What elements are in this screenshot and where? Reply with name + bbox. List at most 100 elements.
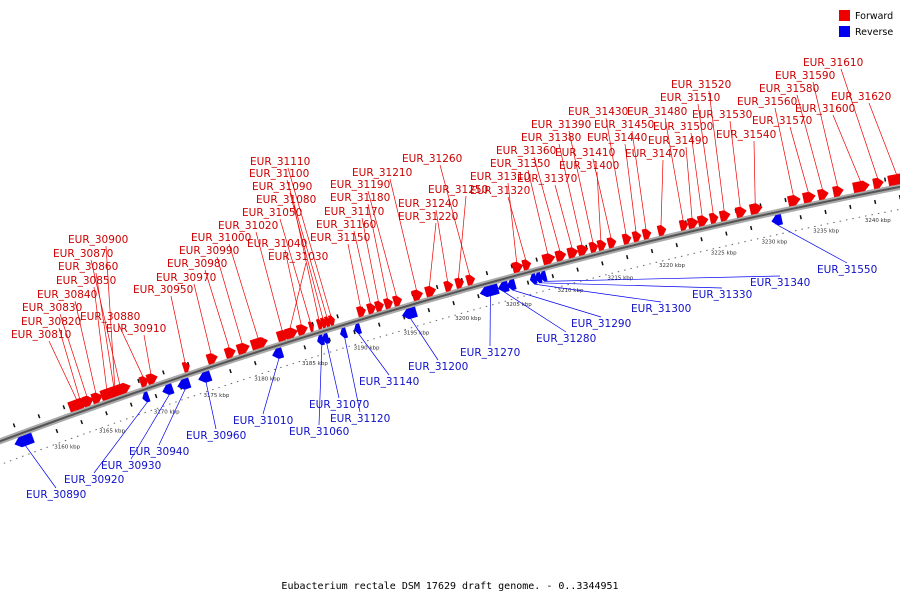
scale-tick-label: 3220 kbp	[659, 263, 685, 269]
backbone-tick	[799, 215, 802, 220]
reverse-leader-line	[158, 389, 186, 446]
forward-gene-arrow	[138, 376, 149, 388]
backbone-tick	[700, 237, 703, 242]
forward-gene-arrow	[511, 261, 524, 274]
backbone-tick	[551, 273, 555, 279]
forward-gene-label: EUR_30980	[167, 258, 227, 270]
forward-gene-label: EUR_31160	[316, 219, 376, 231]
forward-gene-label: EUR_31210	[352, 167, 412, 179]
forward-gene-label: EUR_31540	[716, 129, 776, 141]
forward-gene-label: EUR_31320	[470, 185, 530, 197]
forward-gene-arrow	[852, 180, 870, 194]
forward-gene-label: EUR_31260	[402, 153, 462, 165]
forward-gene-label: EUR_31110	[250, 156, 310, 168]
forward-leader-line	[59, 313, 88, 397]
forward-gene-label: EUR_30840	[37, 289, 97, 301]
scale-tick-label: 3215 kbp	[607, 276, 633, 282]
forward-leader-line	[193, 283, 212, 354]
reverse-gene-label: EUR_30920	[64, 474, 124, 486]
reverse-leader-line	[318, 345, 323, 426]
backbone-tick	[510, 264, 514, 269]
reverse-gene-arrow	[529, 273, 538, 285]
backbone-tick	[427, 308, 431, 313]
scale-tick-label: 3240 kbp	[865, 218, 891, 224]
forward-gene-arrow	[235, 342, 250, 356]
reverse-leader-line	[130, 394, 170, 460]
forward-gene-arrow	[588, 241, 599, 254]
forward-gene-arrow	[327, 315, 335, 326]
forward-gene-label: EUR_31480	[627, 106, 687, 118]
forward-gene-arrow	[411, 289, 424, 302]
forward-gene-arrow	[576, 244, 589, 257]
backbone-tick	[55, 428, 59, 434]
forward-leader-line	[631, 130, 647, 229]
backbone-tick	[675, 242, 678, 248]
reverse-leader-line	[358, 333, 390, 376]
forward-gene-label: EUR_31590	[775, 70, 835, 82]
reverse-leader-line	[25, 445, 57, 489]
forward-gene-arrow	[443, 280, 454, 293]
backbone-tick	[874, 199, 877, 205]
forward-gene-arrow	[223, 347, 236, 359]
forward-leader-line	[708, 90, 725, 211]
reverse-gene-arrow	[198, 370, 213, 383]
backbone-tick	[535, 257, 538, 262]
forward-leader-line	[93, 286, 108, 389]
forward-leader-line	[255, 231, 283, 331]
forward-leader-line	[868, 102, 897, 175]
reverse-gene-label: EUR_30930	[101, 460, 161, 472]
reverse-gene-label: EUR_31200	[408, 361, 468, 373]
forward-gene-arrow	[748, 203, 763, 215]
forward-gene-arrow	[631, 231, 642, 243]
forward-gene-label: EUR_31150	[310, 232, 370, 244]
reverse-gene-label: EUR_31070	[309, 399, 369, 411]
backbone-tick	[725, 231, 728, 236]
forward-gene-label: EUR_31620	[831, 91, 891, 103]
forward-leader-line	[279, 218, 311, 322]
forward-leader-line	[389, 178, 417, 290]
scale-tick-label: 3180 kbp	[254, 376, 280, 382]
genome-caption: Eubacterium rectale DSM 17629 draft geno…	[281, 581, 618, 592]
forward-gene-label: EUR_31220	[398, 211, 458, 223]
forward-gene-arrow	[373, 300, 385, 313]
forward-gene-arrow	[832, 185, 844, 198]
legend-reverse-label: Reverse	[855, 27, 893, 38]
legend: Forward Reverse	[839, 10, 893, 38]
scale-tick-label: 3160 kbp	[54, 445, 80, 451]
forward-leader-line	[685, 146, 693, 218]
reverse-gene-arrow	[14, 432, 35, 448]
reverse-gene-label: EUR_31340	[750, 277, 810, 289]
scale-tick-label: 3235 kbp	[813, 228, 839, 234]
scale-tick-label: 3195 kbp	[403, 331, 429, 337]
forward-leader-line	[429, 222, 437, 287]
backbone-tick	[328, 337, 331, 342]
scale-tick-label: 3230 kbp	[761, 239, 787, 245]
forward-leader-line	[796, 94, 823, 190]
forward-gene-label: EUR_31380	[521, 132, 581, 144]
forward-gene-arrow	[391, 295, 403, 307]
reverse-leader-line	[512, 289, 602, 318]
forward-gene-label: EUR_31560	[737, 96, 797, 108]
backbone-tick	[526, 280, 530, 285]
reverse-gene-label: EUR_30890	[26, 489, 86, 501]
forward-gene-arrow	[718, 210, 731, 222]
forward-leader-line	[458, 195, 467, 278]
forward-gene-arrow	[686, 217, 699, 230]
forward-leader-line	[435, 209, 448, 282]
scale-tick-label: 3205 kbp	[506, 302, 532, 308]
forward-gene-label: EUR_31250	[428, 184, 488, 196]
reverse-gene-label: EUR_31300	[631, 303, 691, 315]
reverse-leader-line	[539, 282, 723, 289]
backbone-tick	[625, 255, 629, 260]
reverse-gene-arrow	[497, 280, 510, 293]
forward-leader-line	[216, 256, 243, 344]
forward-leader-line	[367, 190, 397, 296]
backbone-tick	[229, 369, 232, 374]
forward-gene-arrow	[382, 298, 394, 310]
backbone-tick	[485, 270, 489, 276]
forward-gene-label: EUR_31100	[249, 168, 309, 180]
forward-leader-line	[624, 143, 637, 232]
forward-gene-label: EUR_31400	[559, 160, 619, 172]
backbone-tick	[336, 314, 339, 319]
reverse-leader-line	[262, 358, 280, 415]
